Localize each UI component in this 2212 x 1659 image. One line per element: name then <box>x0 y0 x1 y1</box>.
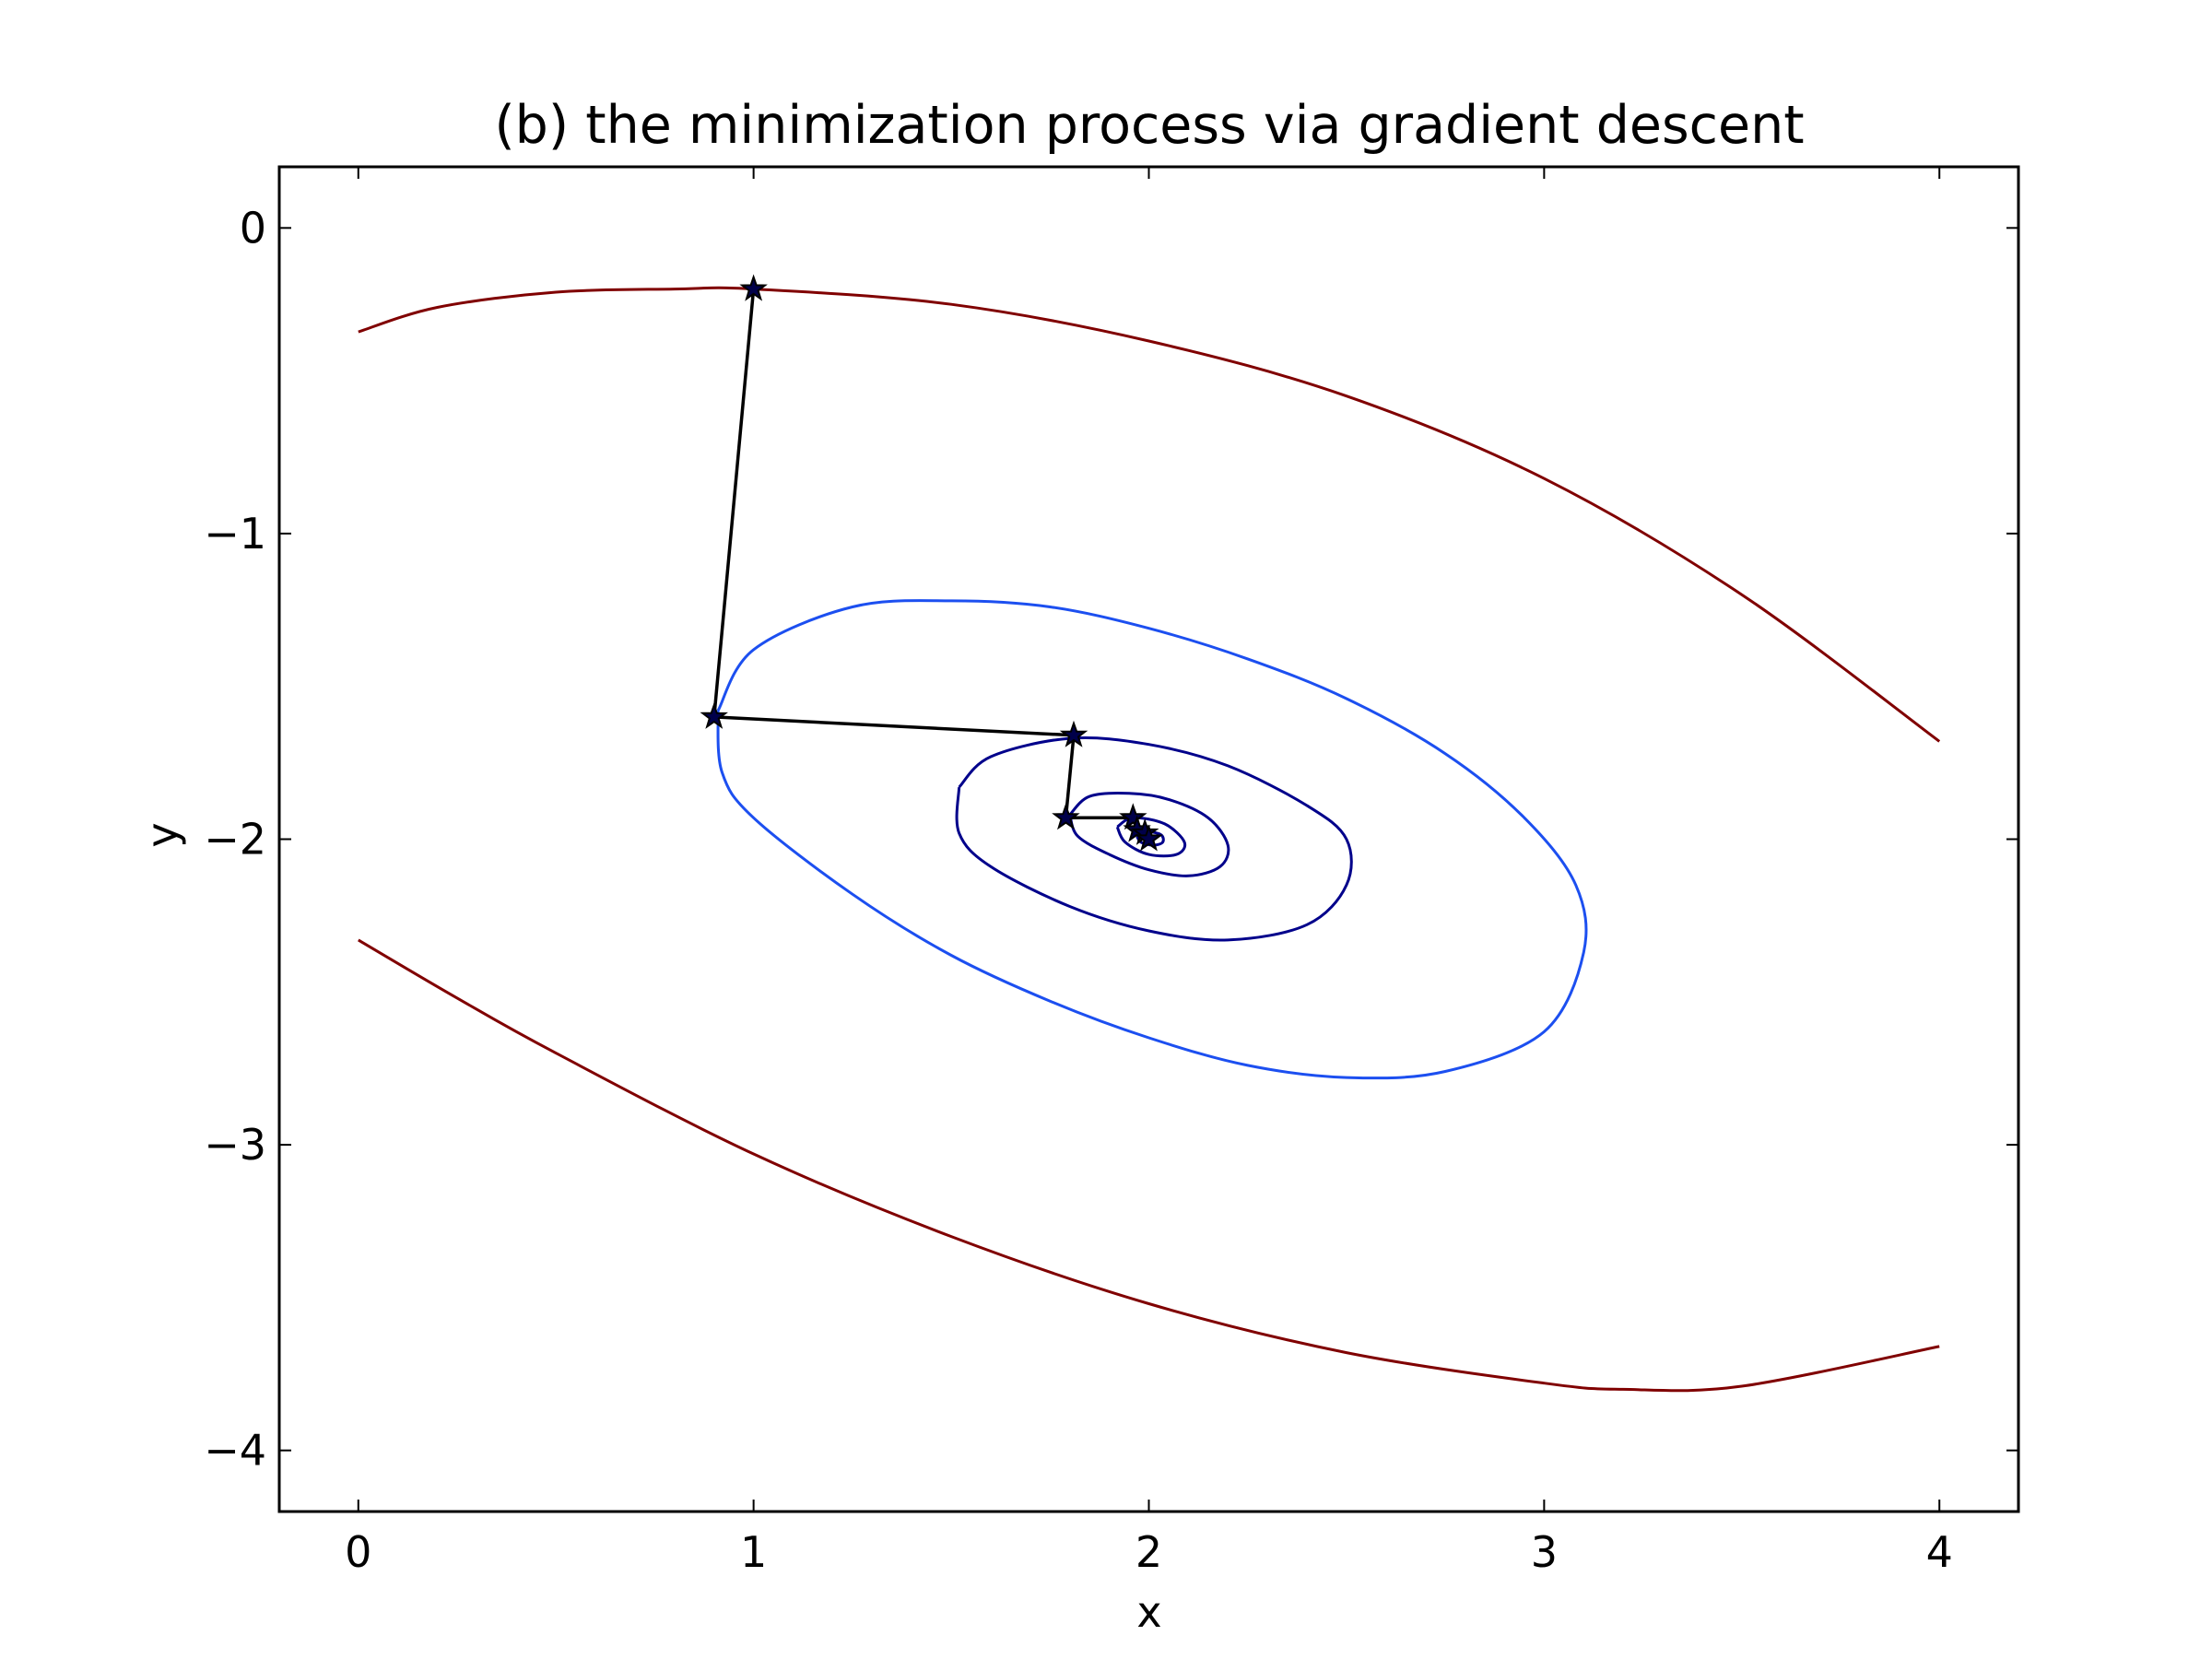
descent-point-marker-7 <box>1135 824 1163 852</box>
x-axis-label: x <box>1136 1587 1161 1637</box>
descent-point-marker-1 <box>700 701 728 729</box>
plot-data <box>358 274 1941 1393</box>
y-tick-label: 0 <box>240 203 266 253</box>
contour-line-level-blue <box>716 599 1588 1080</box>
chart-title: (b) the minimization process via gradien… <box>494 95 1804 156</box>
x-tick-label: 3 <box>1531 1527 1558 1577</box>
x-tick-label: 4 <box>1926 1527 1953 1577</box>
plot-area: 0 1 2 3 4 0 −1 −2 −3 −4 <box>204 165 2020 1577</box>
descent-point-marker-4 <box>1119 803 1147 830</box>
x-tick-label: 0 <box>345 1527 371 1577</box>
contour-line-level-outer-dark-red <box>358 286 1941 743</box>
descent-point-marker-2 <box>1059 720 1088 747</box>
y-tick-label: −4 <box>204 1426 266 1476</box>
y-axis-label: y <box>137 822 187 847</box>
contour-line-level-navy-2 <box>1068 792 1230 877</box>
x-tick-label: 2 <box>1135 1527 1162 1577</box>
contour-line-level-outer-dark-red-lower <box>358 938 1940 1393</box>
descent-point-marker-3 <box>1052 803 1080 830</box>
descent-point-marker-0 <box>739 274 768 301</box>
y-tick-label: −3 <box>204 1120 266 1170</box>
contour-line-level-navy-1 <box>955 735 1353 942</box>
y-tick-label: −1 <box>204 509 266 559</box>
y-tick-label: −2 <box>204 815 266 865</box>
x-tick-label: 1 <box>740 1527 767 1577</box>
